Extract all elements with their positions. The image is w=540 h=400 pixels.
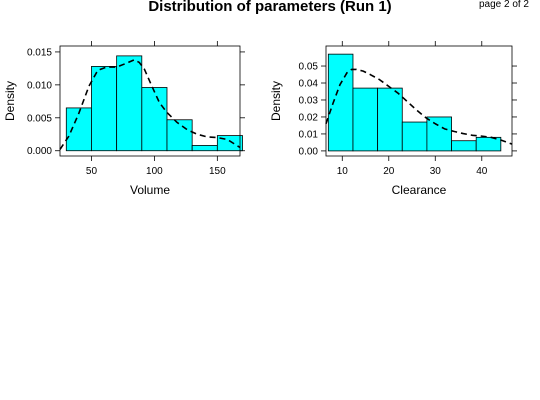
clearance-y-axis-label: Density — [269, 81, 283, 121]
volume-bar-6 — [191, 145, 218, 152]
clearance-xtick-label: 10 — [337, 166, 349, 177]
volume-xtick-label: 100 — [146, 166, 163, 177]
clearance-ytick-label: 0.02 — [299, 112, 319, 123]
volume-ytick-label: 0.010 — [27, 80, 52, 91]
volume-histogram-panel: 50 100 150 0.000 0.005 0.010 0.015 Volume Densit… — [3, 41, 245, 197]
volume-ytick-label: 0.000 — [27, 146, 52, 157]
clearance-bar-6 — [451, 140, 477, 152]
volume-x-axis-label: Volume — [130, 183, 170, 197]
clearance-ytick-label: 0.03 — [299, 95, 319, 106]
volume-bar-3 — [116, 55, 143, 152]
clearance-ytick-label: 0.00 — [299, 146, 319, 157]
clearance-ytick-label: 0.01 — [299, 129, 319, 140]
volume-xtick-label: 150 — [209, 166, 226, 177]
volume-xtick-label: 50 — [86, 166, 98, 177]
clearance-histogram-panel: 10 20 30 40 0.00 0.01 0.02 0.03 0.04 0.05 Clearanc… — [269, 41, 517, 197]
clearance-bar-1 — [327, 53, 354, 152]
clearance-xtick-label: 30 — [430, 166, 442, 177]
volume-bar-1 — [65, 107, 92, 152]
clearance-xtick-label: 40 — [476, 166, 488, 177]
clearance-density-curve — [325, 68, 513, 145]
clearance-ytick-label: 0.05 — [299, 62, 319, 73]
volume-bar-4 — [141, 87, 168, 152]
clearance-plot-frame — [325, 45, 513, 157]
clearance-bar-2 — [352, 87, 379, 152]
clearance-x-axis-label: Clearance — [392, 183, 447, 197]
clearance-bar-3 — [377, 87, 403, 152]
clearance-bar-7 — [475, 136, 502, 152]
clearance-bar-5 — [426, 116, 452, 152]
page-indicator: page 2 of 2 — [478, 0, 529, 10]
chart-main-title: Distribution of parameters (Run 1) — [148, 0, 392, 15]
volume-y-axis-label: Density — [3, 81, 17, 121]
clearance-xtick-label: 20 — [383, 166, 395, 177]
volume-plot-frame — [59, 45, 241, 157]
clearance-ytick-label: 0.04 — [299, 79, 319, 90]
volume-bar-5 — [166, 119, 193, 152]
volume-density-curve — [59, 59, 241, 150]
clearance-bar-4 — [401, 121, 428, 152]
volume-ytick-label: 0.005 — [27, 113, 52, 124]
volume-ytick-label: 0.015 — [27, 47, 52, 58]
volume-bar-2 — [91, 66, 118, 152]
